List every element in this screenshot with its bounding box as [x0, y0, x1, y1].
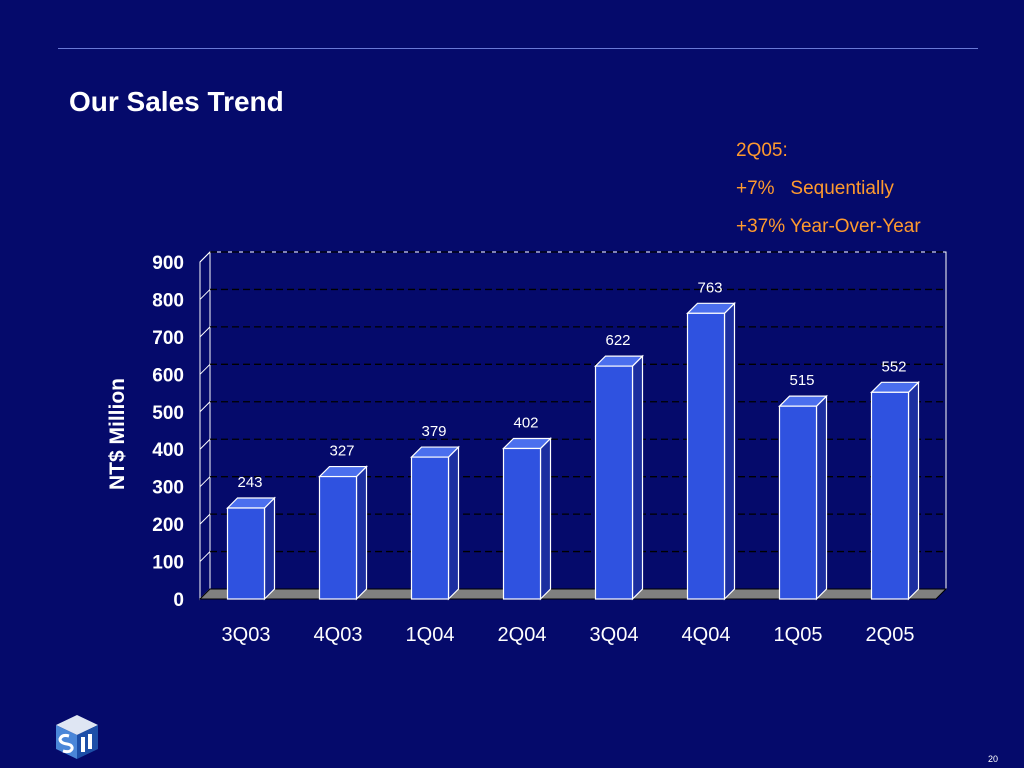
y-tick-label: 600 [152, 365, 184, 386]
bar-front-face [502, 447, 542, 600]
bar-front-face [870, 391, 910, 600]
y-tick-label: 100 [152, 553, 184, 574]
slide-title: Our Sales Trend [69, 86, 284, 117]
gridline-side [199, 476, 211, 488]
y-tick-label: 800 [152, 290, 184, 311]
data-label: 552 [881, 358, 906, 375]
gridline-side [199, 438, 211, 450]
gridline-side [199, 401, 211, 413]
bar-side-face [263, 496, 276, 601]
bar-front-face [410, 456, 450, 600]
bar-front-face [318, 475, 358, 600]
bar-front-face [686, 312, 726, 600]
gridline-side [199, 326, 211, 338]
bar-1q05 [778, 394, 828, 601]
y-tick-label: 900 [152, 253, 184, 274]
x-tick-label: 3Q03 [222, 624, 271, 646]
gridline-side [199, 551, 211, 562]
data-label: 515 [789, 372, 814, 389]
x-tick-label: 1Q04 [406, 624, 455, 646]
chart-gridlines [199, 251, 946, 562]
y-axis-title: NT$ Million [106, 378, 129, 490]
bar-2q04 [502, 437, 552, 601]
x-tick-label: 3Q04 [590, 624, 639, 646]
bar-side-face [723, 301, 736, 601]
y-tick-label: 400 [152, 440, 184, 461]
bar-4q04 [686, 301, 736, 601]
cube-logo-icon [56, 715, 98, 759]
bar-3q03 [226, 496, 276, 601]
gridline-side [199, 289, 211, 300]
gridline-side [199, 251, 211, 263]
x-axis-tick-labels: 3Q03 4Q03 1Q04 2Q04 3Q04 4Q04 1Q05 2Q05 [222, 624, 915, 646]
data-label: 379 [421, 423, 446, 440]
gridline-side [199, 363, 211, 375]
bar-1q04 [410, 445, 460, 601]
chart-bars [226, 301, 920, 601]
note-period: 2Q05: [736, 140, 788, 161]
bar-front-face [778, 405, 818, 600]
y-tick-label: 700 [152, 328, 184, 349]
bar-side-face [631, 354, 644, 601]
y-axis-tick-labels: 0 100 200 300 400 500 600 700 800 900 [152, 253, 184, 611]
data-label: 327 [329, 443, 354, 460]
sales-highlight-notes: 2Q05: +7% Sequentially +37% Year-Over-Ye… [736, 132, 921, 246]
gridline-side [199, 513, 211, 525]
bar-side-face [815, 394, 828, 601]
bar-side-face [447, 445, 460, 601]
data-label: 243 [237, 474, 262, 491]
bar-3q04 [594, 354, 644, 601]
bar-4q03 [318, 465, 368, 601]
bar-side-face [355, 465, 368, 601]
bar-side-face [907, 380, 920, 601]
side-wall [199, 250, 211, 601]
x-tick-label: 2Q05 [866, 624, 915, 646]
chart-data-labels: 243 327 379 402 622 763 515 552 [237, 279, 906, 491]
chart-floor [198, 588, 948, 600]
y-tick-label: 200 [152, 515, 184, 536]
note-yoy: +37% Year-Over-Year [736, 216, 921, 237]
bar-2q05 [870, 380, 920, 601]
note-sequential: +7% Sequentially [736, 178, 894, 199]
chart-walls [198, 250, 948, 601]
y-tick-label: 300 [152, 478, 184, 499]
page-number: 20 [987, 754, 998, 764]
x-tick-label: 2Q04 [498, 624, 547, 646]
data-label: 763 [697, 279, 722, 296]
bar-front-face [226, 507, 266, 600]
data-label: 622 [605, 332, 630, 349]
bar-side-face [539, 437, 552, 601]
x-tick-label: 4Q03 [314, 624, 363, 646]
x-tick-label: 4Q04 [682, 624, 731, 646]
x-tick-label: 1Q05 [774, 624, 823, 646]
y-tick-label: 0 [173, 590, 184, 611]
y-tick-label: 500 [152, 403, 184, 424]
top-divider [58, 48, 978, 49]
data-label: 402 [513, 414, 538, 431]
bar-front-face [594, 365, 634, 600]
